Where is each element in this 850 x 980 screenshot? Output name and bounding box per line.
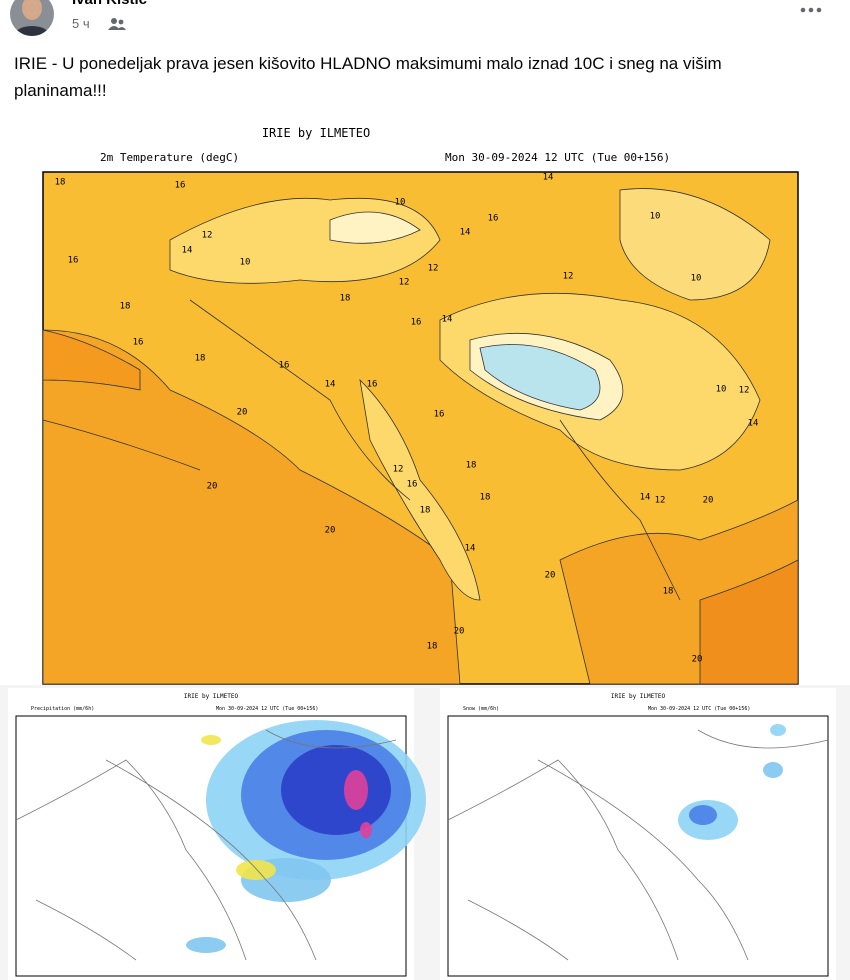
author-name[interactable]: Ivan Kistić xyxy=(72,0,147,8)
contour-label: 12 xyxy=(202,231,213,241)
more-options[interactable] xyxy=(800,7,822,13)
contour-label: 12 xyxy=(428,264,439,274)
contour-label: 20 xyxy=(325,526,336,536)
precipitation-area xyxy=(770,724,786,736)
contour-label: 16 xyxy=(407,480,418,490)
contour-label: 16 xyxy=(488,214,499,224)
map-variable: Precipitation (mm/6h) xyxy=(31,706,94,712)
contour-line xyxy=(189,299,411,501)
precipitation-area xyxy=(236,860,276,880)
temperature-area xyxy=(359,378,481,601)
contour-label: 14 xyxy=(465,544,476,554)
map-variable: Snow (mm/6h) xyxy=(463,706,499,712)
precipitation-area xyxy=(281,745,391,835)
contour-label: 18 xyxy=(120,302,131,312)
temperature-map[interactable]: IRIE by ILMETEO 2m Temperature (degC) Mon … xyxy=(0,113,850,685)
contour-label: 14 xyxy=(460,228,471,238)
contour-label: 12 xyxy=(393,465,404,475)
contour-label: 12 xyxy=(655,496,666,506)
contour-label: 14 xyxy=(640,493,651,503)
contour-label: 12 xyxy=(399,278,410,288)
contour-label: 16 xyxy=(68,256,79,266)
contour-label: 14 xyxy=(325,380,336,390)
contour-label: 16 xyxy=(411,318,422,328)
contour-label: 18 xyxy=(340,294,351,304)
contour-label: 10 xyxy=(716,385,727,395)
contour-label: 20 xyxy=(454,627,465,637)
contour-label: 18 xyxy=(195,354,206,364)
post-text: IRIE - U ponedeljak prava jesen kišovito… xyxy=(14,54,722,100)
contour-line xyxy=(42,419,201,471)
coastline xyxy=(447,729,829,961)
map-variable: 2m Temperature (degC) xyxy=(100,151,239,164)
temperature-area xyxy=(42,329,141,391)
temperature-area xyxy=(699,559,799,685)
precipitation-area xyxy=(689,805,717,825)
contour-label: 10 xyxy=(691,274,702,284)
map-area xyxy=(447,715,829,977)
contour-label: 20 xyxy=(692,655,703,665)
avatar[interactable] xyxy=(10,0,54,46)
map-valid-time: Mon 30-09-2024 12 UTC (Tue 00+156) xyxy=(445,151,670,164)
contour-label: 20 xyxy=(207,482,218,492)
snow-map[interactable]: IRIE by ILMETEO Snow (mm/6h) Mon 30-09-202… xyxy=(440,688,836,980)
temperature-area xyxy=(479,344,601,411)
map-title: IRIE by ILMETEO xyxy=(611,693,666,700)
contour-label: 18 xyxy=(55,178,66,188)
coastline xyxy=(15,729,397,961)
map-valid-time: Mon 30-09-2024 12 UTC (Tue 00+156) xyxy=(216,706,318,712)
contour-label: 18 xyxy=(427,642,438,652)
map-title: IRIE by ILMETEO xyxy=(262,126,370,140)
contour-label: 16 xyxy=(367,380,378,390)
contour-label: 12 xyxy=(563,272,574,282)
contour-label: 18 xyxy=(480,493,491,503)
contour-label: 10 xyxy=(395,198,406,208)
contour-label: 16 xyxy=(279,361,290,371)
contour-label: 18 xyxy=(420,506,431,516)
post-time[interactable]: 5 ч xyxy=(72,16,90,31)
precipitation-area xyxy=(763,762,783,778)
precipitation-map[interactable]: IRIE by ILMETEO Precipitation (mm/6h) Mon … xyxy=(8,688,426,980)
contour-label: 18 xyxy=(466,461,477,471)
contour-label: 16 xyxy=(434,410,445,420)
temperature-area xyxy=(619,188,771,301)
contour-label: 14 xyxy=(442,315,453,325)
precipitation-area xyxy=(186,937,226,953)
contour-label: 14 xyxy=(543,173,554,183)
contour-label: 20 xyxy=(237,408,248,418)
contour-label: 16 xyxy=(133,338,144,348)
precipitation-area xyxy=(201,735,221,745)
contour-label: 10 xyxy=(240,258,251,268)
contour-label: 16 xyxy=(175,181,186,191)
precipitation-area xyxy=(344,770,368,810)
contour-label: 20 xyxy=(545,571,556,581)
audience-icon xyxy=(108,18,126,30)
temperature-area xyxy=(42,329,461,685)
map-valid-time: Mon 30-09-2024 12 UTC (Tue 00+156) xyxy=(648,706,750,712)
map-title: IRIE by ILMETEO xyxy=(184,693,239,700)
contour-line xyxy=(559,419,681,601)
contour-label: 14 xyxy=(748,419,759,429)
contour-label: 14 xyxy=(182,246,193,256)
precipitation-area xyxy=(360,822,372,838)
contour-label: 10 xyxy=(650,212,661,222)
contour-label: 12 xyxy=(739,386,750,396)
contour-label: 18 xyxy=(663,587,674,597)
temperature-area xyxy=(329,211,421,244)
contour-label: 20 xyxy=(703,496,714,506)
